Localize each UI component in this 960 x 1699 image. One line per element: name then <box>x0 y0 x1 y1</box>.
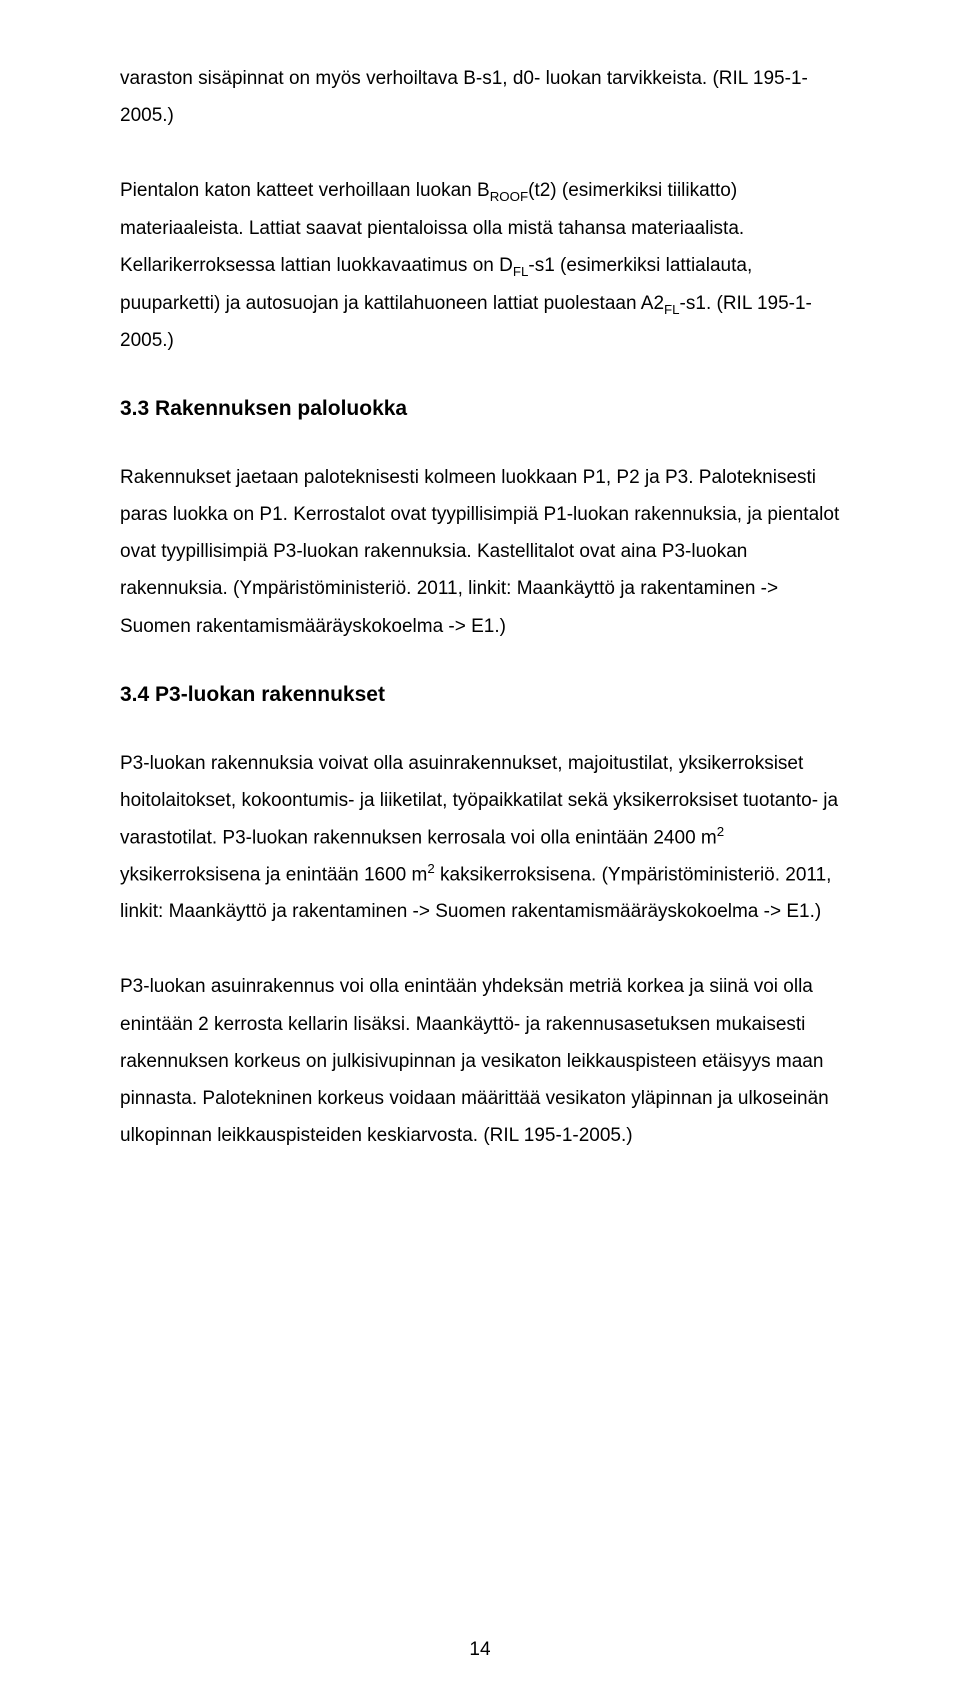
subscript: FL <box>513 264 529 279</box>
body-text: yksikerroksisena ja enintään 1600 m <box>120 864 427 885</box>
paragraph-3: Rakennukset jaetaan paloteknisesti kolme… <box>120 459 840 644</box>
page-number: 14 <box>0 1639 960 1661</box>
paragraph-5: P3-luokan asuinrakennus voi olla enintää… <box>120 968 840 1153</box>
heading-3-4: 3.4 P3-luokan rakennukset <box>120 683 840 707</box>
document-page: varaston sisäpinnat on myös verhoiltava … <box>0 0 960 1699</box>
superscript: 2 <box>427 861 434 876</box>
body-text: P3-luokan rakennuksia voivat olla asuinr… <box>120 753 838 848</box>
subscript: ROOF <box>490 189 528 204</box>
paragraph-1: varaston sisäpinnat on myös verhoiltava … <box>120 60 840 134</box>
body-text: Pientalon katon katteet verhoillaan luok… <box>120 180 490 201</box>
heading-3-3: 3.3 Rakennuksen paloluokka <box>120 397 840 421</box>
paragraph-2: Pientalon katon katteet verhoillaan luok… <box>120 172 840 359</box>
body-text: varaston sisäpinnat on myös verhoiltava … <box>120 68 808 126</box>
superscript: 2 <box>717 824 724 839</box>
subscript: FL <box>664 301 680 316</box>
paragraph-4: P3-luokan rakennuksia voivat olla asuinr… <box>120 745 840 931</box>
